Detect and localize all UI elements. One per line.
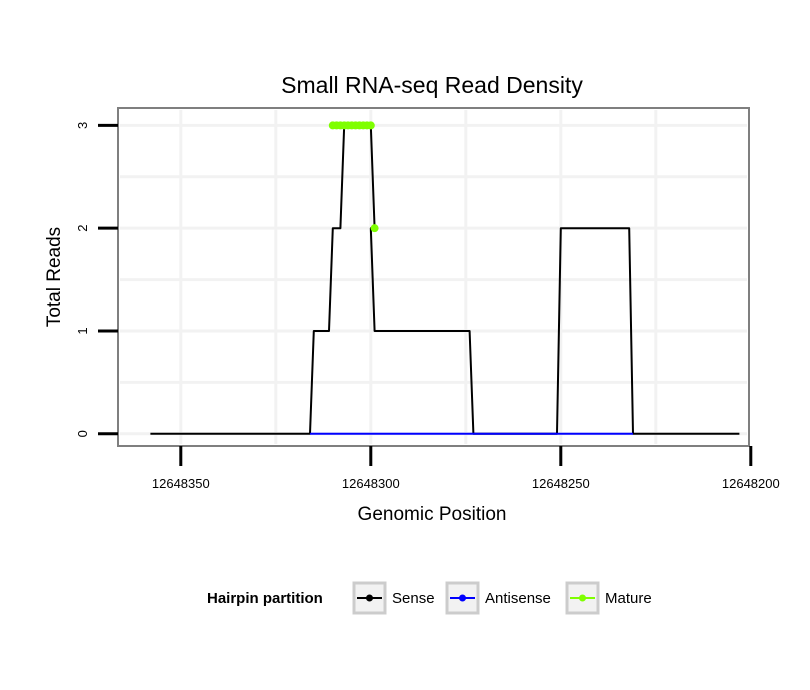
x-tick-label: 12648250 [532,476,590,491]
legend: Hairpin partition Sense Antisense Mature [207,581,652,615]
series-layer [150,121,740,435]
legend-key-point [579,594,586,602]
y-tick-label: 0 [75,430,90,437]
chart-title: Small RNA-seq Read Density [281,72,583,98]
y-tick-label: 1 [75,327,90,334]
x-axis: 12648350 12648300 12648250 12648200 [152,446,780,491]
y-tick-label: 2 [75,225,90,232]
x-axis-label: Genomic Position [358,504,507,525]
x-tick-label: 12648200 [722,476,780,491]
y-tick-label: 3 [75,122,90,129]
legend-key-point [459,594,466,602]
legend-key-point [366,594,373,602]
x-tick-label: 12648300 [342,476,400,491]
legend-label: Mature [605,590,652,607]
y-axis-label: Total Reads [44,227,65,327]
series-point-mature [370,224,379,233]
legend-label: Antisense [485,590,551,607]
series-point-mature [366,121,375,130]
plot-panel [117,107,750,447]
legend-label: Sense [392,590,435,607]
legend-title: Hairpin partition [207,590,323,607]
x-tick-label: 12648350 [152,476,210,491]
y-axis: 0 1 2 3 [75,122,118,437]
